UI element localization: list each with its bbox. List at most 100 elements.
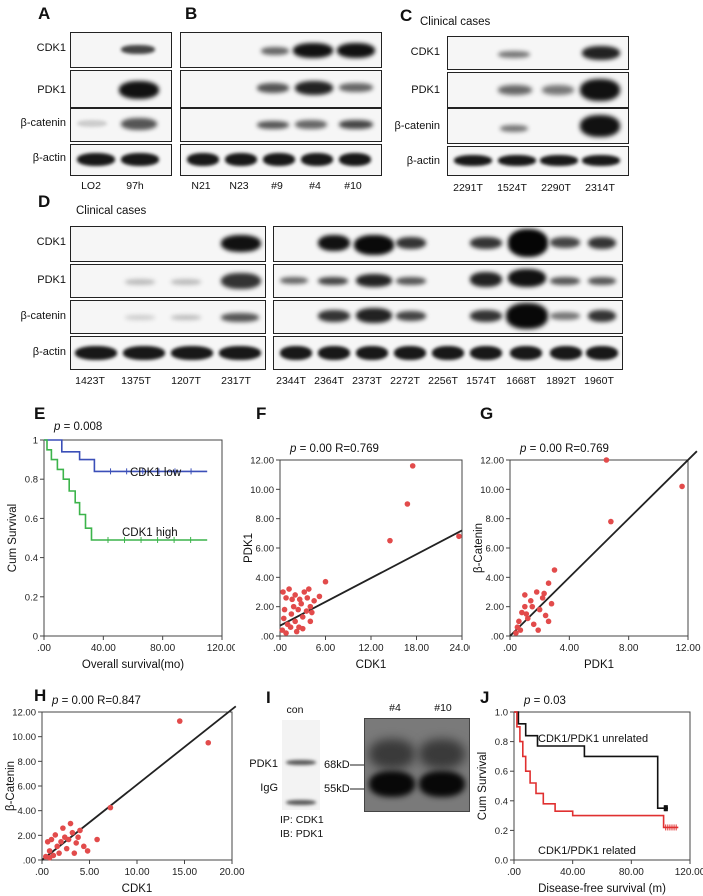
scatter-point <box>530 621 537 628</box>
scatter-point <box>281 606 288 613</box>
clinical-cases-title: Clinical cases <box>420 16 491 28</box>
y-tick-label: 10.00 <box>480 485 504 496</box>
scatter-point <box>404 501 411 507</box>
x-tick-label: 8.00 <box>619 643 639 654</box>
clinical-cases-title: Clinical cases <box>76 205 147 217</box>
blot-d-right-bactin <box>273 336 623 370</box>
blot-d-left-bactin <box>70 336 266 370</box>
scatter-point <box>307 603 314 610</box>
scatter-point <box>280 615 287 622</box>
panel-label-i: I <box>266 688 271 707</box>
lane-label: LO2 <box>81 180 101 192</box>
blot-c-bcatenin <box>447 108 629 144</box>
blot-c-pdk1 <box>447 72 629 108</box>
survival-curve <box>44 439 208 473</box>
scatter-point <box>67 820 74 827</box>
scatter-point <box>46 854 53 861</box>
blot-a-pdk1 <box>70 70 172 108</box>
scatter-point <box>517 627 524 633</box>
scatter-point <box>513 630 519 636</box>
scatter-point <box>73 840 79 846</box>
scatter-point <box>81 843 87 850</box>
y-tick-label: 2.00 <box>486 602 505 613</box>
row-label-bcatenin: β-catenin <box>20 310 66 322</box>
y-axis-label: β-Catenin <box>473 523 485 573</box>
row-label-bactin: β-actin <box>406 155 440 167</box>
lane-label: 1375T <box>121 375 151 387</box>
y-tick-label: 2.00 <box>18 831 37 842</box>
chart-h-cdk1-bcatenin: .00 5.00 10.00 15.00 20.00 .00 2.00 4.00 6.00 8.0… <box>5 695 245 895</box>
y-tick-label: 0.2 <box>495 826 508 837</box>
row-label-pdk1: PDK1 <box>37 274 66 286</box>
y-tick-label: 0.6 <box>495 767 508 778</box>
scatter-point <box>533 589 540 595</box>
row-label-bcatenin: β-catenin <box>394 120 440 132</box>
lane-label: N23 <box>229 180 249 192</box>
scatter-point <box>309 609 315 616</box>
regression-line <box>41 705 237 861</box>
x-tick-label: 5.00 <box>80 867 100 878</box>
x-tick-label: 20.00 <box>219 867 244 878</box>
scatter-point <box>205 739 212 746</box>
chart-f-cdk1-pdk1: .00 6.00 12.00 18.00 24.00 .00 2.00 4.00 6.00 8.0… <box>243 443 470 671</box>
size-marker-lines <box>350 764 364 790</box>
chart-j-disease-free-survival: .00 40.00 80.00 120.00 0.0 0.2 0.4 0.6 0.8 1.0 p =… <box>477 695 703 895</box>
regression-line <box>509 450 698 637</box>
row-label-bactin: β-actin <box>32 152 66 164</box>
x-axis-label: PDK1 <box>584 659 614 671</box>
lane-label: N21 <box>191 180 211 192</box>
x-tick-label: 120.00 <box>207 643 235 654</box>
y-tick-label: .00 <box>491 632 504 643</box>
p-value-title: p = 0.00 R=0.769 <box>519 443 609 455</box>
scatter-point <box>608 518 614 525</box>
panel-label-b: B <box>185 4 198 23</box>
scatter-point <box>527 598 534 604</box>
blot-d-left-bcatenin <box>70 300 266 334</box>
y-tick-label: 0 <box>33 632 38 643</box>
scatter-point <box>529 603 536 610</box>
lane-label: 2317T <box>221 375 251 387</box>
blot-d-right-cdk1 <box>273 226 623 262</box>
lane-label: 2256T <box>428 375 458 387</box>
series-label: CDK1/PDK1 unrelated <box>538 733 648 745</box>
blot-i-control <box>282 720 320 810</box>
row-label-bactin: β-actin <box>32 346 66 358</box>
panel-label-j: J <box>480 688 490 707</box>
y-tick-label: 12.00 <box>12 708 36 719</box>
panel-label-e: E <box>34 404 46 423</box>
y-tick-label: 6.00 <box>256 544 275 555</box>
p-value-title: p = 0.03 <box>523 695 566 707</box>
scatter-point <box>603 457 610 463</box>
scatter-point <box>535 627 541 633</box>
x-tick-label: 6.00 <box>316 643 336 654</box>
scatter-point <box>107 804 114 811</box>
x-tick-label: 12.00 <box>675 643 700 654</box>
panel-label-a: A <box>38 4 51 23</box>
scatter-point <box>304 595 311 601</box>
y-tick-label: .00 <box>261 632 274 643</box>
y-tick-label: 8.00 <box>486 514 505 525</box>
x-axis-label: CDK1 <box>122 883 153 895</box>
lane-label: #10 <box>344 180 362 192</box>
scatter-point <box>316 593 323 600</box>
scatter-point <box>287 624 294 630</box>
scatter-point <box>176 718 183 724</box>
scatter-point <box>542 612 549 619</box>
ip-label: IP: CDK1 <box>280 814 324 826</box>
x-tick-label: 4.00 <box>560 643 580 654</box>
row-label-cdk1: CDK1 <box>410 46 440 58</box>
row-label-pdk1: PDK1 <box>249 758 278 770</box>
row-label-igg: IgG <box>260 782 278 794</box>
p-value-title: p = 0.00 R=0.769 <box>289 443 379 455</box>
x-tick-label: 120.00 <box>675 867 703 878</box>
blot-d-right-pdk1 <box>273 264 623 298</box>
chart-g-pdk1-bcatenin: .00 4.00 8.00 12.00 .00 2.00 4.00 6.00 8.00 10.00… <box>473 443 701 671</box>
chart-e-overall-survival: .00 40.00 80.00 120.00 0 0.2 0.4 0.6 0.8 1 p = 0.0… <box>7 421 235 671</box>
blot-i-ip <box>364 718 470 812</box>
row-label-cdk1: CDK1 <box>36 42 66 54</box>
blot-a-bactin <box>70 144 172 176</box>
panel-label-d: D <box>38 192 51 211</box>
scatter-point <box>293 628 300 635</box>
scatter-point <box>523 611 530 617</box>
y-tick-label: 12.00 <box>250 456 274 467</box>
